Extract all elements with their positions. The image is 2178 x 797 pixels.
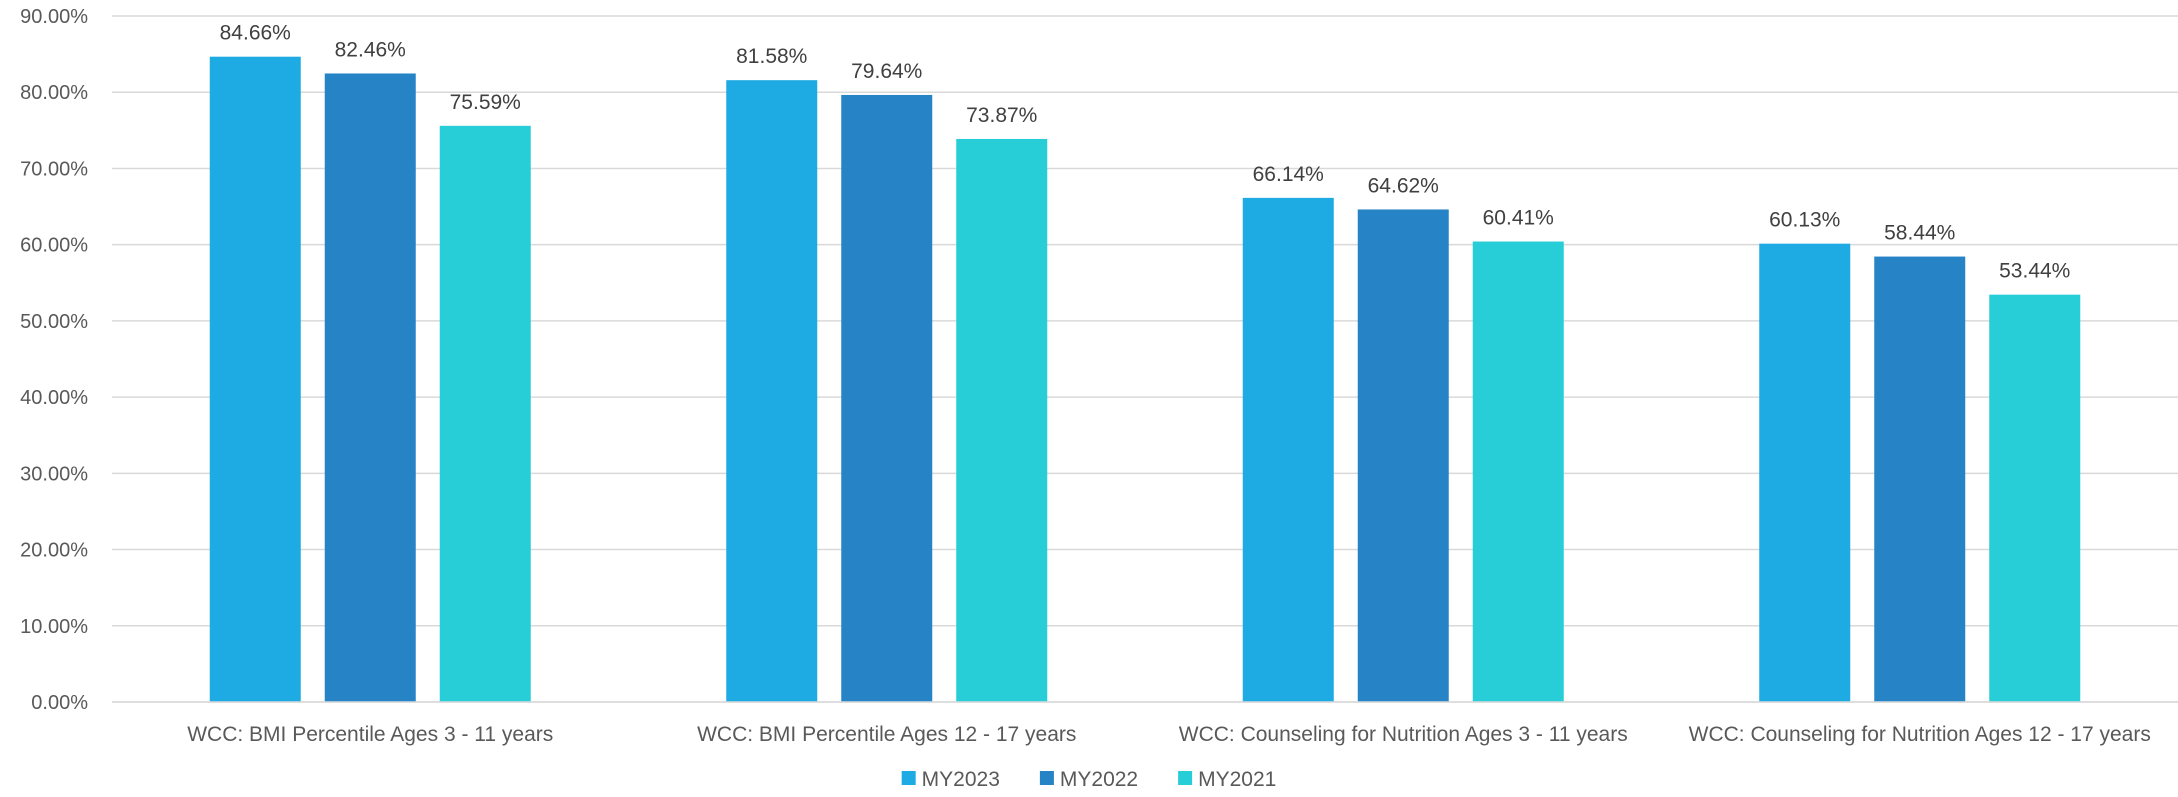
bar-my2021-4: [1989, 294, 2081, 702]
y-tick-label: 80.00%: [20, 82, 88, 104]
bar-my2022-2: [841, 94, 933, 702]
bar-my2022-1: [324, 73, 416, 702]
data-label: 64.62%: [1368, 174, 1439, 197]
x-category-label: WCC: BMI Percentile Ages 3 - 11 years: [187, 723, 553, 746]
x-category-label: WCC: BMI Percentile Ages 12 - 17 years: [697, 723, 1076, 746]
y-tick-label: 70.00%: [20, 158, 88, 180]
legend-swatch-my2022[interactable]: [1039, 771, 1054, 785]
data-label: 82.46%: [335, 38, 406, 61]
bar-my2023-3: [1242, 197, 1334, 703]
gridlines: [112, 15, 2178, 703]
y-tick-label: 10.00%: [20, 616, 88, 638]
y-tick-label: 90.00%: [20, 6, 88, 28]
x-axis: WCC: BMI Percentile Ages 3 - 11 years WCC…: [112, 701, 2178, 746]
legend-label: MY2022: [1060, 768, 1138, 791]
bar-my2022-3: [1357, 209, 1449, 702]
data-label: 75.59%: [450, 91, 521, 114]
bar-my2023-2: [726, 80, 818, 703]
y-tick-label: 20.00%: [20, 540, 88, 562]
legend-swatch-my2021[interactable]: [1178, 771, 1193, 785]
bar-my2021-2: [956, 138, 1048, 703]
y-tick-label: 0.00%: [31, 692, 88, 714]
data-label: 60.41%: [1483, 207, 1554, 230]
data-label: 81.58%: [736, 45, 807, 68]
legend-swatch-my2023[interactable]: [901, 771, 916, 785]
bars: [209, 56, 2081, 703]
y-axis: 0.00% 10.00% 20.00% 30.00% 40.00% 50.00% 60.00…: [20, 6, 88, 714]
data-labels: 84.66% 82.46% 75.59% 81.58% 79.64% 73.87% 66.1…: [220, 22, 2071, 283]
data-label: 53.44%: [1999, 260, 2070, 283]
bar-my2021-1: [439, 125, 531, 702]
bar-my2023-1: [209, 56, 301, 703]
x-category-label: WCC: Counseling for Nutrition Ages 3 - 1…: [1179, 723, 1628, 746]
y-tick-label: 60.00%: [20, 235, 88, 257]
legend-label: MY2023: [922, 768, 1000, 791]
legend[interactable]: MY2023 MY2022 MY2021: [901, 768, 1277, 791]
y-tick-label: 30.00%: [20, 463, 88, 485]
data-label: 84.66%: [220, 22, 291, 45]
x-category-label: WCC: Counseling for Nutrition Ages 12 - …: [1689, 723, 2151, 746]
data-label: 73.87%: [966, 104, 1037, 127]
y-tick-label: 50.00%: [20, 311, 88, 333]
data-label: 66.14%: [1253, 163, 1324, 186]
bar-my2022-4: [1874, 256, 1966, 702]
legend-label: MY2021: [1198, 768, 1276, 791]
data-label: 58.44%: [1884, 222, 1955, 245]
y-tick-label: 40.00%: [20, 387, 88, 409]
bar-my2023-4: [1759, 243, 1851, 702]
bar-my2021-3: [1472, 241, 1564, 702]
data-label: 79.64%: [851, 60, 922, 83]
data-label: 60.13%: [1769, 209, 1840, 232]
